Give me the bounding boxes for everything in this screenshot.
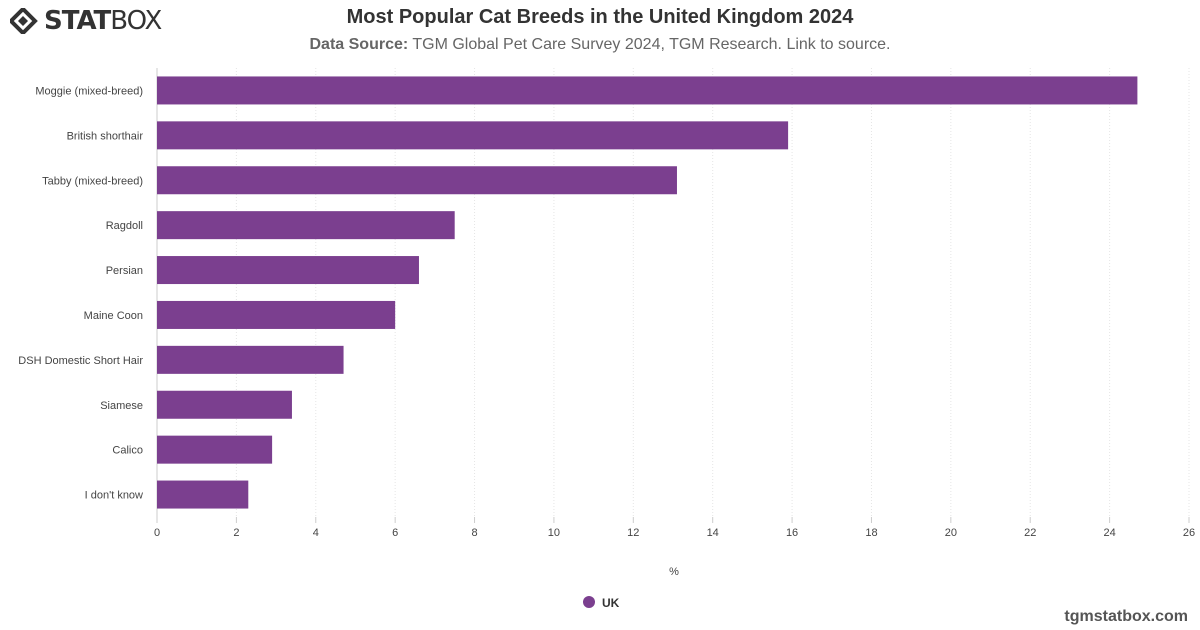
logo-text-bold: STAT: [44, 6, 111, 36]
x-tick-label: 6: [392, 527, 398, 539]
source-link[interactable]: Link to source.: [786, 36, 891, 53]
bar-9: [157, 435, 273, 464]
x-tick-label: 8: [471, 527, 477, 539]
x-tick-label: 10: [548, 527, 560, 539]
y-category-label: DSH Domestic Short Hair: [18, 355, 143, 367]
bar-8: [157, 390, 292, 419]
x-tick-label: 24: [1103, 527, 1115, 539]
bar-1: [157, 76, 1138, 105]
footer-site[interactable]: tgmstatbox.com: [1064, 608, 1188, 625]
statbox-logo[interactable]: STATBOX: [10, 6, 162, 36]
y-category-label: Tabby (mixed-breed): [42, 175, 143, 187]
y-category-label: Maine Coon: [84, 310, 143, 322]
chart-subtitle: Data Source: TGM Global Pet Care Survey …: [0, 36, 1200, 54]
y-category-label: Ragdoll: [106, 220, 143, 232]
y-category-label: Siamese: [100, 400, 143, 412]
logo-diamond-icon: [10, 8, 38, 34]
y-category-label: Moggie (mixed-breed): [35, 85, 143, 97]
x-tick-label: 0: [154, 527, 160, 539]
y-category-label: Calico: [112, 445, 143, 457]
chart-title: Most Popular Cat Breeds in the United Ki…: [346, 6, 854, 28]
x-tick-label: 2: [233, 527, 239, 539]
x-tick-label: 14: [707, 527, 719, 539]
bar-4: [157, 211, 455, 240]
source-text: TGM Global Pet Care Survey 2024, TGM Res…: [412, 36, 782, 53]
bar-10: [157, 480, 249, 509]
bar-6: [157, 300, 396, 329]
x-tick-label: 12: [627, 527, 639, 539]
x-axis-title: %: [669, 566, 679, 578]
bar-3: [157, 166, 677, 195]
x-tick-label: 22: [1024, 527, 1036, 539]
x-tick-label: 26: [1183, 527, 1195, 539]
x-tick-label: 20: [945, 527, 957, 539]
legend-marker: [583, 596, 595, 608]
y-category-label: I don't know: [85, 490, 143, 502]
legend-label: UK: [602, 596, 620, 610]
x-tick-label: 18: [865, 527, 877, 539]
bar-2: [157, 121, 789, 150]
y-category-label: British shorthair: [67, 130, 144, 142]
source-label: Data Source:: [309, 36, 409, 53]
x-tick-label: 4: [313, 527, 319, 539]
bar-7: [157, 345, 344, 374]
y-category-label: Persian: [106, 265, 143, 277]
bar-5: [157, 256, 419, 285]
logo-text-light: BOX: [110, 6, 162, 36]
x-tick-label: 16: [786, 527, 798, 539]
